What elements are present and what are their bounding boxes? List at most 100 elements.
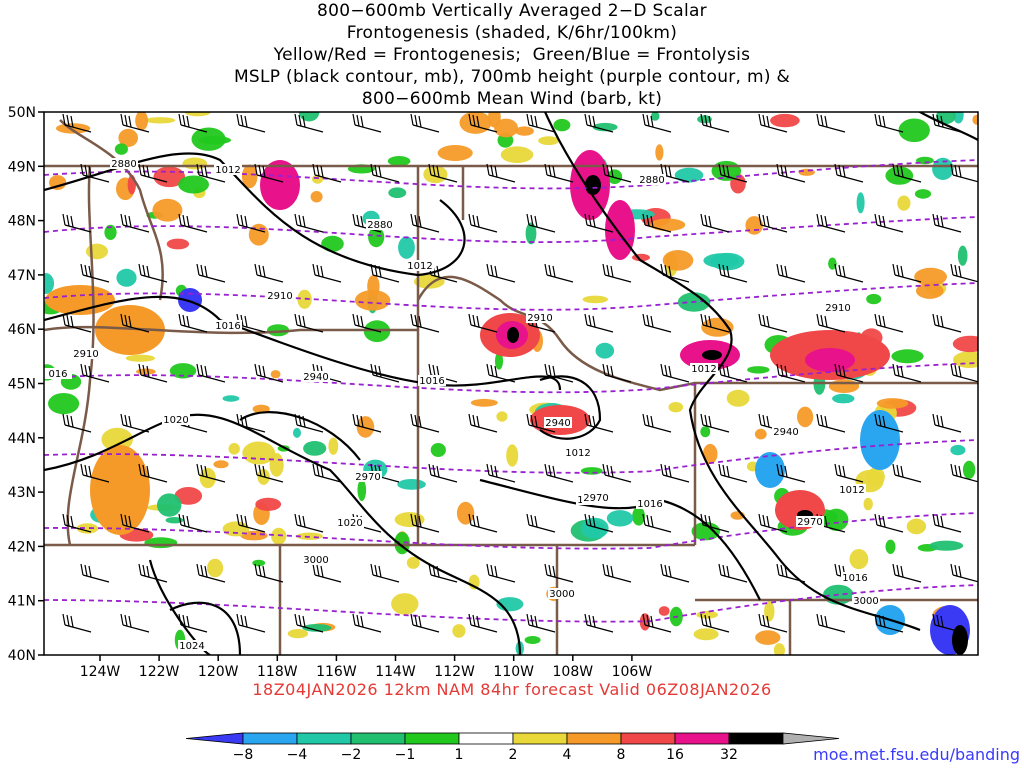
wind-barb-icon [294,313,324,333]
shade-cell [655,144,664,161]
label-bg [824,302,852,313]
wind-barb-icon [62,613,92,633]
wind-barb-icon [584,413,614,433]
wind-barb-icon [932,313,962,333]
shade-cell [885,539,896,554]
colorbar-label: 2 [509,747,518,763]
wind-barb-icon [602,163,632,183]
wind-barb-icon [950,463,978,483]
mslp-label: 1012 [215,165,240,176]
shade-cell [157,493,182,517]
shade-cell [423,165,448,184]
colorbar-label: −1 [395,747,416,763]
wind-barb-icon [660,163,690,183]
wind-barb-icon [428,563,458,583]
wind-barb-icon [950,563,978,583]
wind-barb-icon [254,563,284,583]
shade-maximum [90,445,150,535]
wind-barb-icon [468,413,498,433]
wind-barb-icon [584,613,614,633]
label-bg [418,375,446,386]
height-label: 2940 [545,418,570,429]
shade-cell [228,443,240,455]
shade-cell [876,398,909,409]
colorbar: −8 −4 −2 −1 1 2 4 8 16 32 [185,732,840,763]
shade-cell [302,624,332,632]
wind-barb-icon [196,463,226,483]
colorbar-segment [296,732,352,745]
credit-link[interactable]: moe.met.fsu.edu/banding [813,745,1020,764]
wind-barb-icon [254,263,284,283]
shade-cell [328,437,339,455]
label-bg [852,595,880,606]
shade-maximum [585,175,601,195]
shade-cell [897,195,911,211]
wind-barb-icon [584,213,614,233]
height-contour [44,362,978,394]
shade-cell [950,444,966,456]
wind-barb-icon [62,413,92,433]
height-label: 2940 [773,427,798,438]
wind-barb-icon [196,263,226,283]
label-bg [796,516,824,527]
wind-barb-icon [526,613,556,633]
shade-cell [914,267,947,286]
border-line [59,119,164,301]
shade-maximum [178,288,202,312]
shade-cell [856,192,865,214]
wind-barb-icon [410,513,440,533]
wind-barb-icon [236,113,266,133]
wind-barb-icon [80,463,110,483]
shade-cell [321,235,344,252]
mslp-label: 1024 [179,641,204,652]
wind-barb-icon [352,113,382,133]
shade-cell [297,289,312,309]
title-line-3: Yellow/Red = Frontogenesis; Green/Blue =… [273,45,751,65]
wind-barb-icon [660,263,690,283]
shade-cell [44,273,55,294]
shade-cell [953,112,964,124]
mslp-label: 1016 [419,376,444,387]
shade-cell [213,460,229,469]
wind-barb-icon [410,313,440,333]
shade-cell [632,506,645,526]
wind-barb-icon [236,513,266,533]
colorbar-arrow-right [782,732,840,745]
wind-barb-icon [544,463,574,483]
wind-barb-icon [196,163,226,183]
wind-barb-icon [718,563,748,583]
colorbar-label: −8 [233,747,254,763]
shade-cell [553,118,571,132]
label-bg [636,498,664,509]
shade-cell [929,540,964,551]
lat-label: 41N [8,594,36,610]
mslp-contour [44,152,466,277]
wind-barb-icon [352,413,382,433]
shade-cell [470,398,498,407]
wind-barb-icon [642,313,672,333]
label-bg [366,219,394,230]
wind-barb-icon [428,463,458,483]
wind-barb-icon [834,463,864,483]
shade-cell [459,112,492,134]
height-contour [44,512,978,550]
wind-barb-icon [80,563,110,583]
wind-barb-icon [834,263,864,283]
lat-label: 46N [8,322,36,338]
label-bg [214,164,242,175]
shade-cell [185,112,211,117]
height-label: 2880 [639,175,664,186]
shade-cell [696,610,718,619]
shade-cell [76,523,99,534]
wind-barb-icon [892,163,922,183]
label-bg [110,158,138,169]
wind-barb-icon [138,263,168,283]
wind-barb-icon [178,213,208,233]
wind-barb-icon [718,463,748,483]
shade-cell [650,112,660,121]
shade-cell [515,126,534,136]
shade-cell [914,189,932,199]
wind-barb-icon [486,463,516,483]
title-line-4: MSLP (black contour, mb), 700mb height (… [233,67,791,87]
shade-cell [357,479,367,502]
